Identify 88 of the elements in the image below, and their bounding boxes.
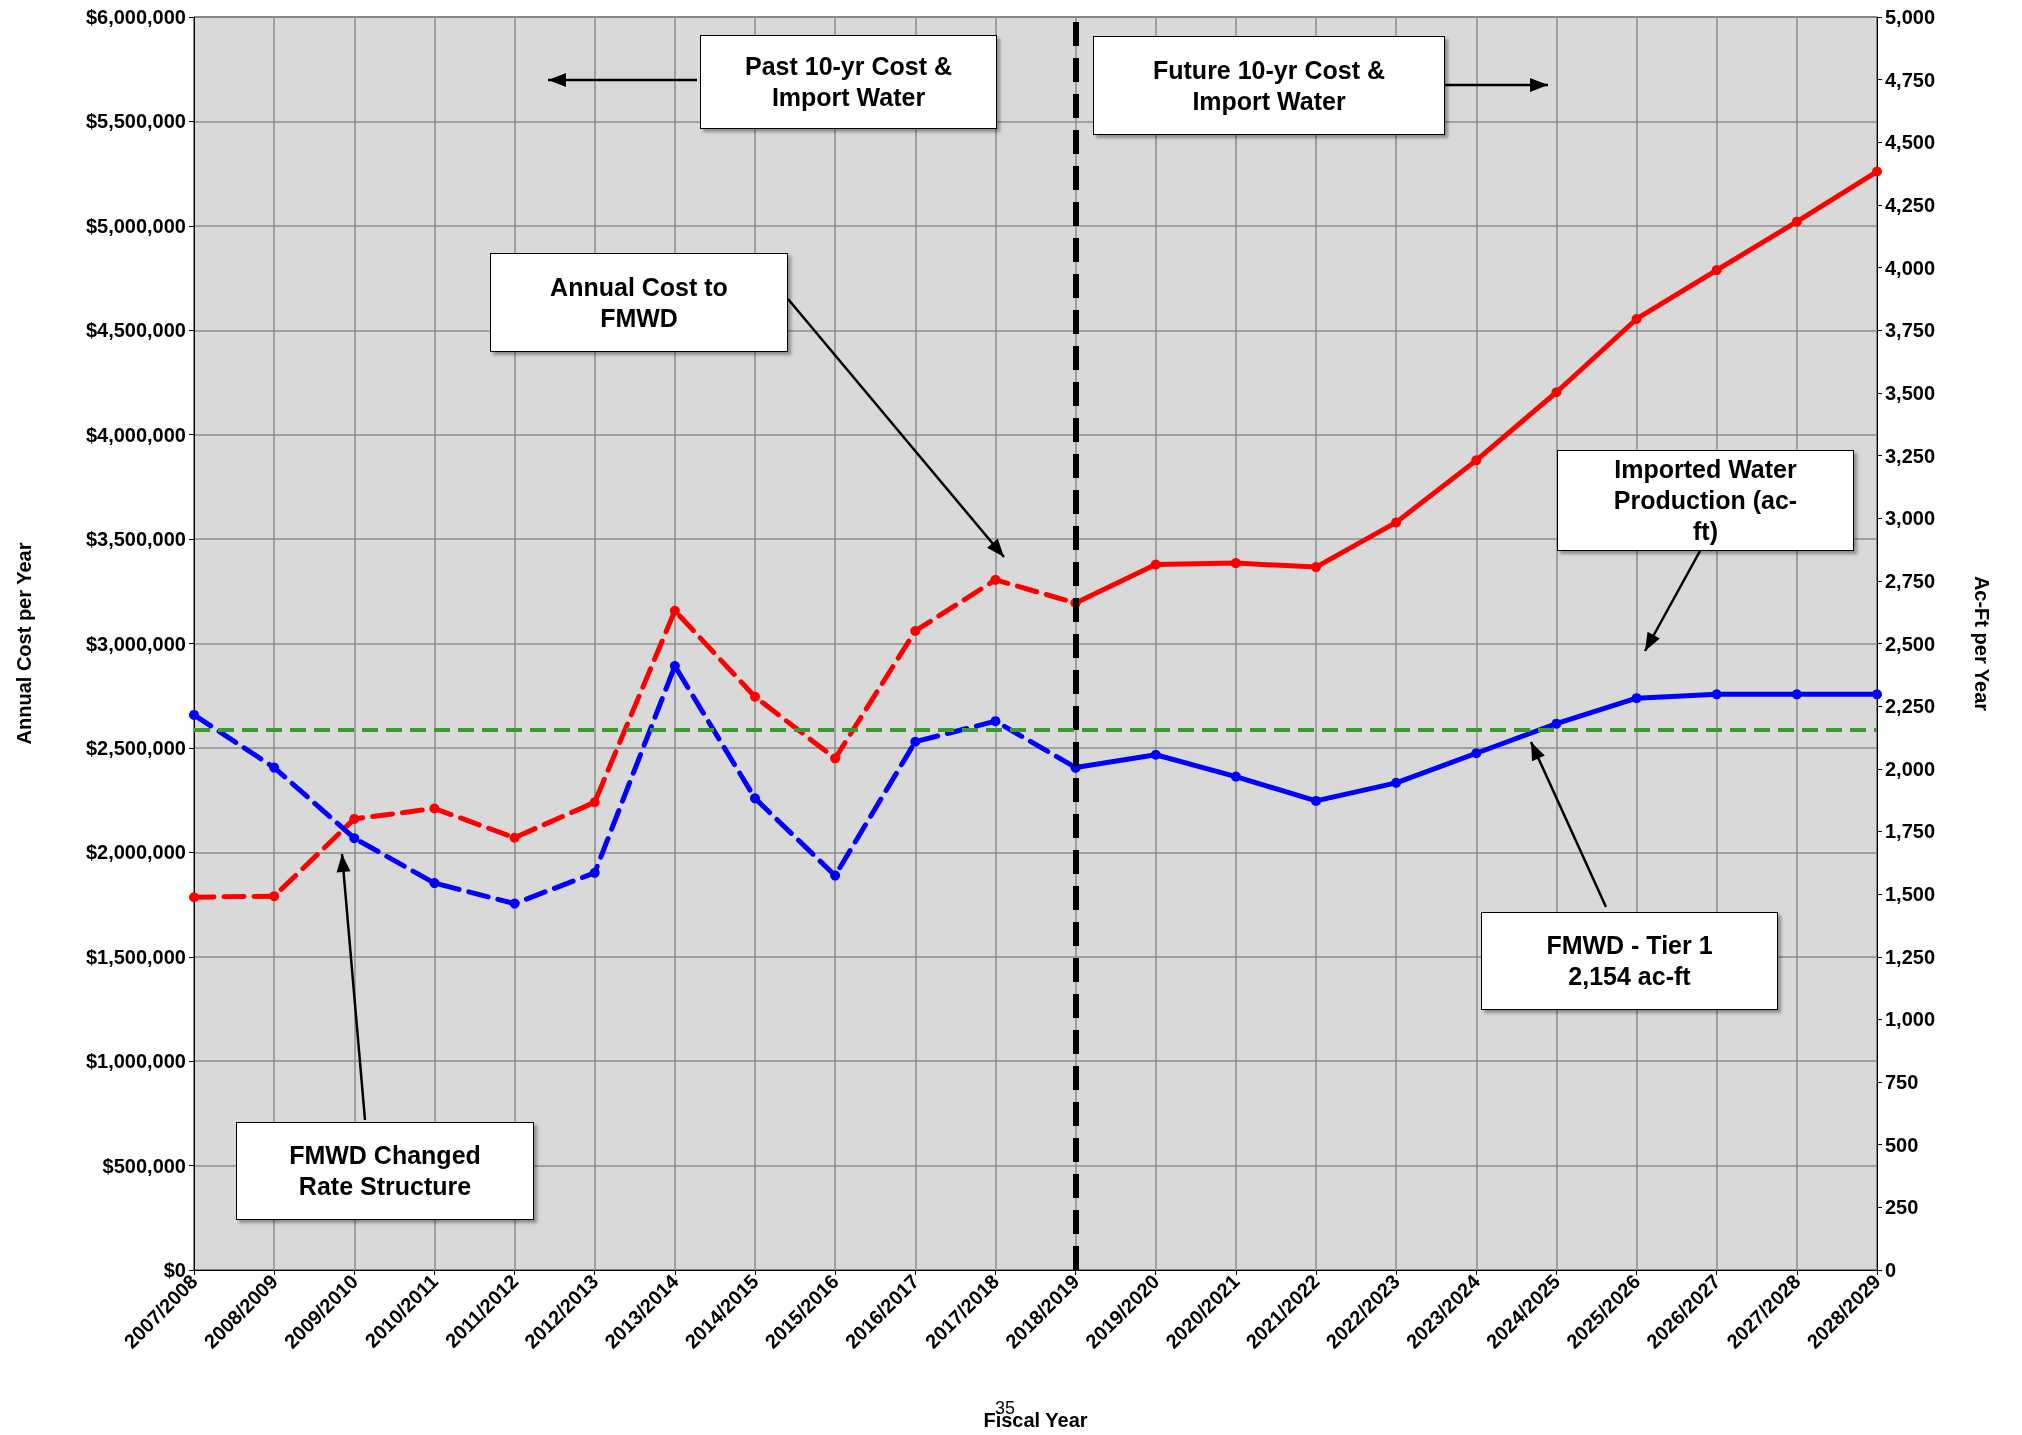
callout-box: Annual Cost to FMWD [490,253,788,352]
y2-tick-label: 4,500 [1885,131,1936,154]
point [1872,689,1882,700]
point [1311,795,1321,806]
point [1711,265,1722,276]
point [509,898,520,909]
point [349,833,360,844]
y2-axis-title: Ac-Ft per Year [1971,575,1993,712]
point [1150,559,1161,570]
y-tick-label: $1,500,000 [85,945,186,968]
annotation: Past 10-yr Cost & Import Water [744,51,953,113]
y-tick-label: $2,000,000 [85,841,186,864]
point [1391,777,1402,788]
point [1872,166,1882,177]
point [669,605,680,616]
callout-box: FMWD - Tier 1 2,154 ac-ft [1481,912,1778,1010]
y-axis-title: Annual Cost per Year [13,542,35,745]
point [589,867,600,878]
y-tick-label: $3,500,000 [85,528,186,551]
y2-tick-label: 1,500 [1885,883,1936,906]
point [990,574,1001,585]
y-tick-label: $3,000,000 [85,632,186,655]
y2-tick-label: 250 [1885,1196,1919,1219]
point [1791,216,1802,227]
callout-box: Future 10-yr Cost & Import Water [1093,36,1445,135]
point [429,878,440,889]
y-tick-label: $500,000 [102,1154,186,1177]
y2-tick-label: 2,500 [1885,632,1936,655]
point [189,892,199,903]
callout-box: FMWD Changed Rate Structure [236,1122,534,1220]
point [269,762,280,773]
y2-tick-label: 2,750 [1885,569,1936,592]
point [750,691,760,702]
y2-tick-label: 1,750 [1885,820,1936,843]
point [1631,313,1642,324]
y-tick-label: $5,500,000 [85,110,186,133]
y2-tick-label: 500 [1885,1133,1919,1156]
point [1471,455,1482,466]
y2-tick-label: 1,250 [1885,945,1936,968]
y-tick-label: $2,500,000 [85,736,186,759]
point [589,797,600,808]
point [830,753,841,764]
point [1471,748,1482,759]
point [189,709,199,720]
point [1230,558,1241,569]
point [1551,387,1562,398]
y2-tick-label: 2,000 [1885,757,1936,780]
y2-tick-label: 3,500 [1885,381,1936,404]
annotation: Annual Cost to FMWD [549,271,729,334]
y2-tick-label: 4,250 [1885,193,1936,216]
y2-tick-label: 0 [1885,1259,1897,1281]
point [910,625,921,636]
annotation: FMWD Changed Rate Structure [288,1140,482,1202]
y2-tick-label: 4,750 [1885,68,1936,91]
annotation: Future 10-yr Cost & Import Water [1152,54,1386,117]
y-tick-label: $4,500,000 [85,319,186,342]
point [1791,689,1802,700]
annotation: FMWD - Tier 1 2,154 ac-ft [1545,930,1714,992]
point [1311,562,1321,573]
y2-tick-label: 4,000 [1885,256,1936,279]
callout-box: Past 10-yr Cost & Import Water [700,35,997,129]
point [429,803,440,814]
point [509,832,520,843]
y-tick-label: $4,000,000 [85,423,186,446]
point [1230,771,1241,782]
point [750,793,760,804]
y-tick-label: $6,000,000 [85,6,186,28]
point [1391,517,1402,528]
point [1150,749,1161,760]
y-tick-label: $5,000,000 [85,214,186,237]
y2-tick-label: 2,250 [1885,695,1936,718]
y2-tick-label: 3,750 [1885,319,1936,342]
point [830,870,841,881]
point [990,716,1001,727]
point [910,736,921,747]
point [1631,693,1642,704]
y2-tick-label: 750 [1885,1071,1919,1094]
point [269,891,280,902]
y2-tick-label: 3,000 [1885,507,1936,530]
y2-tick-label: 5,000 [1885,6,1936,28]
y2-tick-label: 1,000 [1885,1008,1936,1031]
point [1711,689,1722,700]
annotation: Imported Water Production (ac-ft) [1612,454,1799,547]
callout-box: Imported Water Production (ac-ft) [1557,450,1854,551]
y-tick-label: $1,000,000 [85,1050,186,1073]
y2-tick-label: 3,250 [1885,444,1936,467]
point [349,813,360,824]
point [1551,718,1562,729]
